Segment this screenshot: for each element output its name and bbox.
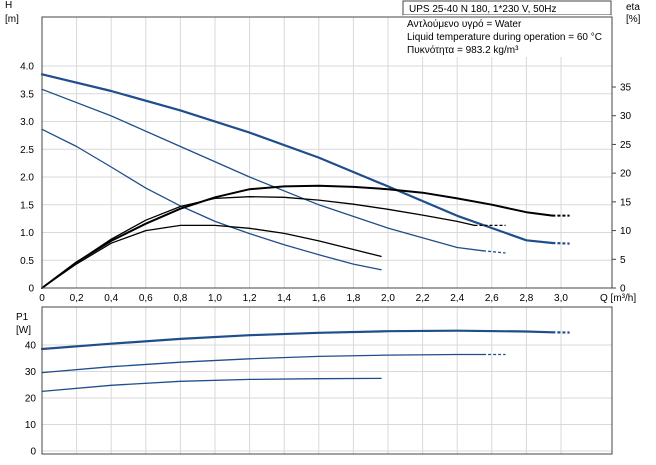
head-axis-label: H [5,0,12,11]
head-tick-label: 3.0 [20,117,34,128]
eta-tick-label: 30 [620,111,632,122]
eta-tick-label: 5 [620,255,626,266]
power-panel: 0 10 20 30 40 P1 [W] [16,307,612,458]
q-tick-label: 1,4 [277,293,291,304]
head-tick-label: 1.0 [20,228,34,239]
power-axis-label: P1 [16,312,29,323]
q-tick-label: 2,4 [450,293,464,304]
chart-title: UPS 25-40 N 180, 1*230 V, 50Hz [409,4,557,15]
head-y-tick-labels: 0 0.5 1.0 1.5 2.0 2.5 3.0 3.5 4.0 [20,62,34,295]
q-tick-label: 0,6 [139,293,153,304]
power-tick-label: 0 [30,447,36,458]
head-tick-label: 0.5 [20,256,34,267]
eta-tick-label: 20 [620,169,632,180]
info-temperature: Liquid temperature during operation = 60… [407,32,602,43]
eta-axis-label: eta [626,2,640,13]
head-tick-label: 2.5 [20,145,34,156]
power-tick-label: 30 [25,367,37,378]
power-tick-label: 40 [25,341,37,352]
q-tick-label: 2,0 [381,293,395,304]
q-tick-label: 3,0 [554,293,568,304]
power-tick-label: 10 [25,420,37,431]
q-tick-label: 2,8 [519,293,533,304]
power-y-tick-labels: 0 10 20 30 40 [25,341,37,458]
eta-tick-label: 15 [620,197,632,208]
head-tick-label: 0 [28,284,34,295]
power-tick-label: 20 [25,394,37,405]
q-x-tick-labels: 0 0,2 0,4 0,6 0,8 1,0 1,2 1,4 1,6 1,8 2,0 2,2 2,4 2,6… [39,293,568,304]
q-axis-label: Q [m³/h] [600,293,636,304]
eta-axis-unit: [%] [626,14,641,25]
head-tick-label: 4.0 [20,62,34,73]
q-tick-label: 1,8 [346,293,360,304]
head-axis-unit: [m] [5,14,19,25]
q-tick-label: 0,2 [70,293,84,304]
info-liquid: Αντλούμενο υγρό = Water [407,18,522,30]
power-axis-unit: [W] [16,325,31,336]
head-tick-label: 3.5 [20,89,34,100]
q-tick-label: 1,0 [208,293,222,304]
eta-tick-label: 25 [620,140,632,151]
q-tick-label: 2,2 [416,293,430,304]
head-efficiency-panel: 0 0.5 1.0 1.5 2.0 2.5 3.0 3.5 4.0 0 5 10 15 20 25 30 35… [5,0,641,304]
q-tick-label: 0,4 [104,293,118,304]
eta-tick-label: 10 [620,226,632,237]
q-tick-label: 0 [39,293,45,304]
info-density: Πυκνότητα = 983.2 kg/m³ [407,44,519,56]
head-tick-label: 1.5 [20,200,34,211]
q-tick-label: 0,8 [173,293,187,304]
q-tick-label: 1,6 [312,293,326,304]
q-tick-label: 2,6 [485,293,499,304]
q-tick-label: 1,2 [243,293,257,304]
head-tick-label: 2.0 [20,173,34,184]
eta-tick-label: 35 [620,83,632,94]
